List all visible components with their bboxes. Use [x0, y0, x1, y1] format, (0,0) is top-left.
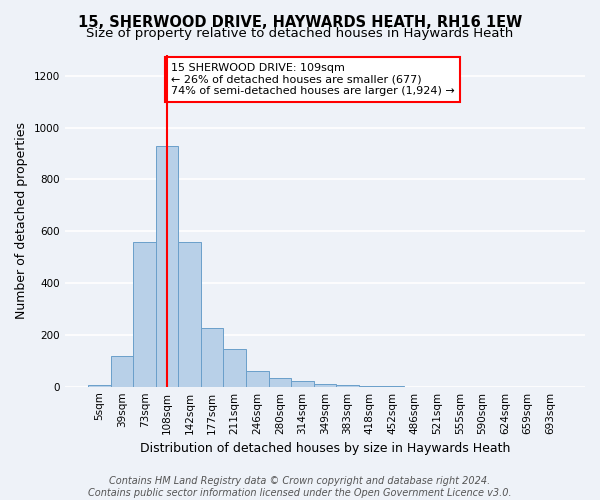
Bar [133, 242, 156, 386]
Y-axis label: Number of detached properties: Number of detached properties [15, 122, 28, 320]
Bar [291, 382, 314, 386]
Bar [201, 328, 223, 386]
X-axis label: Distribution of detached houses by size in Haywards Heath: Distribution of detached houses by size … [140, 442, 510, 455]
Bar [156, 146, 178, 386]
Text: Contains HM Land Registry data © Crown copyright and database right 2024.
Contai: Contains HM Land Registry data © Crown c… [88, 476, 512, 498]
Bar [246, 371, 269, 386]
Text: 15 SHERWOOD DRIVE: 109sqm
← 26% of detached houses are smaller (677)
74% of semi: 15 SHERWOOD DRIVE: 109sqm ← 26% of detac… [170, 63, 454, 96]
Text: 15, SHERWOOD DRIVE, HAYWARDS HEATH, RH16 1EW: 15, SHERWOOD DRIVE, HAYWARDS HEATH, RH16… [78, 15, 522, 30]
Bar [269, 378, 291, 386]
Bar [314, 384, 336, 386]
Bar [111, 356, 133, 386]
Bar [178, 242, 201, 386]
Bar [223, 349, 246, 387]
Text: Size of property relative to detached houses in Haywards Heath: Size of property relative to detached ho… [86, 28, 514, 40]
